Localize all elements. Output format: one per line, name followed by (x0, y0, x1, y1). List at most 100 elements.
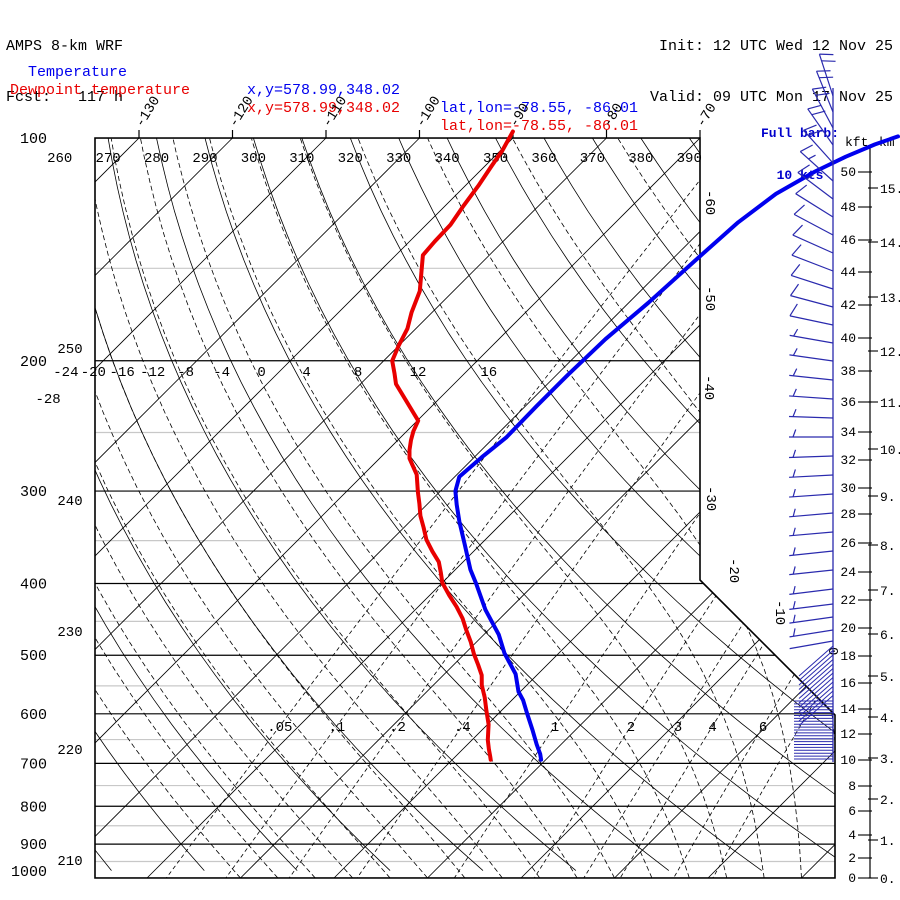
kft-tick-label: 40 (840, 331, 856, 346)
mixing-ratio-label: 4 (708, 720, 716, 736)
theta-top-label: 290 (192, 151, 217, 167)
moist-adiabat-label: 4 (302, 365, 310, 381)
mixing-ratio-label: .4 (454, 720, 471, 736)
km-tick-label: 7. (880, 584, 896, 599)
theta-top-label: 260 (47, 151, 72, 167)
km-tick-label: 14. (880, 236, 900, 251)
kft-axis-header: kft (845, 135, 868, 150)
mixing-ratio-label: 2 (627, 720, 635, 736)
km-tick-label: 1. (880, 834, 896, 849)
theta-top-label: 360 (531, 151, 556, 167)
km-tick-label: 8. (880, 539, 896, 554)
moist-adiabat-label: -28 (35, 392, 60, 408)
km-tick-label: 5. (880, 670, 896, 685)
isotherm-top-label: -110 (320, 94, 351, 131)
pressure-axis-label: 500 (20, 648, 47, 665)
kft-tick-label: 14 (840, 702, 856, 717)
isotherm-top-label: -130 (133, 94, 164, 131)
theta-top-label: 320 (338, 151, 363, 167)
theta-top-label: 380 (628, 151, 653, 167)
isotherm-top-label: -120 (226, 94, 257, 131)
altitude-axes: kft km02468101214161820222426283032343638… (840, 135, 900, 887)
header-right: Init: 12 UTC Wed 12 Nov 25 Valid: 09 UTC… (650, 4, 893, 140)
moist-adiabat-label: -4 (213, 365, 230, 381)
kft-tick-label: 12 (840, 727, 856, 742)
moist-adiabat-label: 12 (410, 365, 427, 381)
kft-tick-label: 30 (840, 481, 856, 496)
isotherm-right-label: -10 (771, 600, 787, 625)
pressure-axis-label: 700 (20, 756, 47, 773)
isotherm-top-label: -70 (694, 101, 721, 131)
moist-adiabat-label: 8 (354, 365, 362, 381)
theta-top-label: 300 (241, 151, 266, 167)
legend-temperature-label: Temperature (28, 64, 128, 81)
legend-dewpoint-label: Dewpoint temperature (10, 82, 191, 99)
pressure-axis-label: 800 (20, 799, 47, 816)
kft-tick-label: 28 (840, 507, 856, 522)
kft-tick-label: 44 (840, 265, 856, 280)
moist-adiabat-label: 0 (257, 365, 265, 381)
legend-temperature-xy: x,y=578.99,348.02 (247, 82, 401, 99)
header-left: AMPS 8-km WRF Fcst: 117 h (6, 4, 123, 140)
pressure-axis-label: 200 (20, 354, 47, 371)
isotherm-top-label: -80 (600, 101, 627, 131)
theta-top-label: 310 (289, 151, 314, 167)
km-tick-label: 11. (880, 396, 900, 411)
pressure-axis-label: 1000 (11, 864, 47, 881)
kft-tick-label: 22 (840, 593, 856, 608)
km-tick-label: 10. (880, 443, 900, 458)
theta-top-label: 330 (386, 151, 411, 167)
isotherm-right-label: -50 (701, 286, 717, 311)
kft-tick-label: 42 (840, 298, 856, 313)
kft-tick-label: 20 (840, 621, 856, 636)
moist-adiabat-label: 16 (480, 365, 497, 381)
theta-top-label: 370 (580, 151, 605, 167)
forecast-hour: Fcst: 117 h (6, 89, 124, 106)
pressure-axis-label: 100 (20, 131, 47, 148)
km-tick-label: 9. (880, 490, 896, 505)
kft-tick-label: 10 (840, 753, 856, 768)
legend-temperature-latlon: lat,lon=-78.55, -86.01 (440, 100, 639, 117)
legend-dewpoint-row: Dewpoint temperature x,y=578.99,348.02 l… (0, 64, 900, 135)
kft-tick-label: 6 (848, 804, 856, 819)
kft-tick-label: 36 (840, 395, 856, 410)
isotherm-right-label: -30 (702, 486, 718, 511)
theta-top-label: 390 (677, 151, 702, 167)
theta-top-label: 280 (144, 151, 169, 167)
wind-barbs (789, 53, 836, 762)
theta-left-label: 210 (57, 854, 82, 870)
mixing-ratio-label: 3 (674, 720, 682, 736)
km-tick-label: 6. (880, 628, 896, 643)
init-time: Init: 12 UTC Wed 12 Nov 25 (658, 38, 893, 55)
km-tick-label: 2. (880, 793, 896, 808)
mixing-ratio-label: .2 (389, 720, 406, 736)
theta-top-label: 270 (96, 151, 121, 167)
theta-left-label: 220 (57, 743, 82, 759)
km-tick-label: 13. (880, 291, 900, 306)
pressure-axis-label: 900 (20, 837, 47, 854)
moist-adiabat-label: -8 (177, 365, 194, 381)
plot-border (94, 137, 836, 879)
kft-tick-label: 24 (840, 565, 856, 580)
kft-tick-label: 50 (840, 165, 856, 180)
kft-tick-label: 4 (848, 828, 856, 843)
moist-adiabat-label: -20 (81, 365, 106, 381)
moist-adiabat-label: -12 (140, 365, 165, 381)
moist-adiabat-label: -24 (53, 365, 78, 381)
kft-tick-label: 2 (848, 851, 856, 866)
kft-tick-label: 16 (840, 676, 856, 691)
kft-tick-label: 26 (840, 536, 856, 551)
mixing-ratio-label: .1 (328, 720, 345, 736)
kft-tick-label: 32 (840, 453, 856, 468)
isotherm-right-label: -40 (700, 375, 716, 400)
isotherm-right-label: -60 (701, 190, 717, 215)
pressure-axis-label: 400 (20, 577, 47, 594)
model-title: AMPS 8-km WRF (6, 38, 124, 55)
theta-left-label: 240 (57, 494, 82, 510)
dewpoint-curve (390, 129, 515, 762)
km-tick-label: 15. (880, 182, 900, 197)
kft-tick-label: 8 (848, 779, 856, 794)
isotherm-top-label: -100 (413, 94, 444, 131)
